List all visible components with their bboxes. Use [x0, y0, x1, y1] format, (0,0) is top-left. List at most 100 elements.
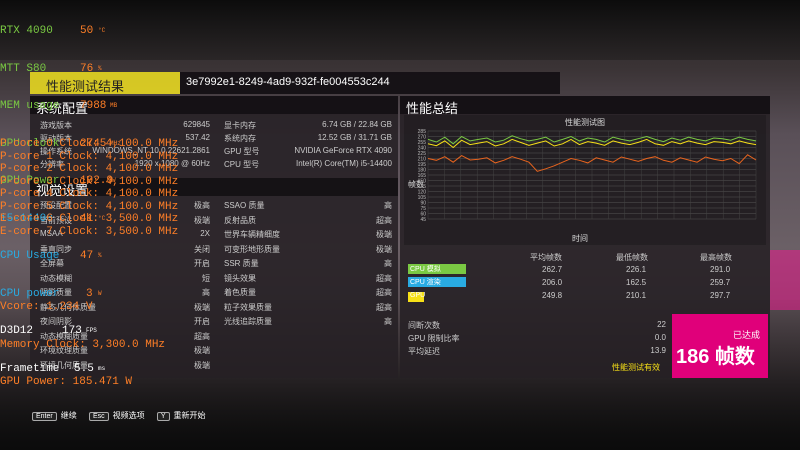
stat-row-value: 13.9 [650, 346, 666, 355]
chart-y-tick: 225 [418, 151, 427, 157]
osd-core-clock: P-core 0 Clock: 4,100.0 MHz [0, 138, 179, 150]
chart-y-tick: 105 [418, 195, 427, 201]
osd-core-clock: P-core 4 Clock: 4,100.0 MHz [0, 188, 179, 200]
osd-cpu-temp-unit: °C [98, 214, 106, 222]
system-row-left-label: 驱动版本 [40, 134, 72, 143]
osd-cpu-usage-label: CPU Usage [0, 250, 60, 262]
series-legend-2: GPU [408, 290, 425, 302]
visual-row-left-value: 2X [200, 229, 210, 238]
osd-mtt-unit: % [98, 64, 102, 72]
visual-row-left: 预设配置 极高 [40, 200, 210, 211]
enter-key-icon: Enter [32, 412, 57, 421]
chart-y-tick: 135 [418, 184, 427, 190]
achieved-fps: 186 帧数 [676, 346, 755, 368]
osd-core-clock: P-core 5 Clock: 4,100.0 MHz [0, 200, 179, 213]
series-min-value: 226.1 [626, 265, 647, 274]
osd-cpu-usage-unit: % [98, 252, 102, 259]
system-row-left-label: 操作系统 [40, 147, 72, 156]
visual-row-right: 镜头效果 超高 [224, 273, 392, 284]
osd-mtt-val: 76 [80, 62, 94, 75]
osd-mtt-name: MTT S80 [0, 62, 47, 75]
chart-series-line-0 [427, 135, 757, 145]
osd-mem-unit: MB [110, 102, 118, 109]
system-row-right: CPU 型号 Intel(R) Core(TM) i5-14400 [224, 159, 392, 170]
visual-row-left-value: 短 [202, 273, 210, 283]
stat-row-value: 0.0 [654, 333, 666, 342]
system-row-left-value: 1920 x 1080 @ 60Hz [134, 159, 210, 168]
restart-button[interactable]: Y 重新开始 [156, 411, 206, 421]
stat-row-value: 22 [657, 320, 666, 329]
system-row-left-value: WINDOWS_NT 10.0.22621.2861 [92, 146, 210, 155]
stat-row-label: GPU 限制比率 [408, 334, 460, 343]
osd-core-clock: E-core 6 Clock: 3,500.0 MHz [0, 213, 179, 225]
visual-row-left: 当前预设 极端 [40, 215, 210, 226]
visual-row-left: 动态模糊 短 [40, 273, 210, 284]
visual-row-left-label: MSAA [40, 229, 63, 238]
osd-fps-unit: FPS [86, 327, 97, 334]
osd-ft-unit: ms [98, 364, 106, 372]
osd-vcore: Vcore: 1.234 V [0, 301, 93, 313]
osd-api-label: D3D12 [0, 325, 34, 337]
visual-row-left-value: 开启 [194, 317, 210, 326]
visual-row-left-value: 极端 [194, 346, 210, 355]
series-legend-0: CPU 模拟 [408, 264, 466, 274]
stat-row: 平均延迟 13.9 [408, 346, 666, 357]
visual-row-right: 世界车辆精细度 极端 [224, 229, 392, 240]
visual-row-right-value: 高 [384, 317, 392, 326]
visual-row-left-label: 预设配置 [40, 201, 72, 210]
visual-row-left-label: 阴影质量 [40, 288, 72, 297]
system-row-right-value: NVIDIA GeForce RTX 4090 [294, 146, 392, 155]
visual-row-right-label: 光线追踪质量 [224, 317, 272, 326]
visual-row-right-value: 高 [384, 259, 392, 268]
visual-row-right-label: SSR 质量 [224, 259, 259, 268]
osd-gclk-unit: MHz [110, 139, 121, 147]
visual-settings-panel [30, 178, 398, 378]
chart-y-tick: 90 [420, 201, 426, 207]
visual-row-left-label: 环境纹理质量 [40, 346, 88, 355]
chart-y-tick: 270 [418, 135, 427, 141]
visual-row-left-value: 高 [202, 288, 210, 297]
visual-row-right-label: SSAO 质量 [224, 201, 265, 210]
visual-row-left-value: 超高 [194, 331, 210, 341]
osd-gclk-label: GPU clock [0, 137, 60, 150]
system-row-left: 驱动版本 537.42 [40, 133, 210, 144]
osd-gpupower2: GPU Power: 185.471 W [0, 376, 133, 388]
visual-row-right-label: 世界车辆精细度 [224, 230, 280, 239]
visual-row-left: 静态几何体质量 极端 [40, 302, 210, 313]
visual-row-left-label: 动态模糊 [40, 273, 72, 283]
system-row-left: 分辨率 1920 x 1080 @ 60Hz [40, 159, 210, 170]
visual-row-right-value: 超高 [376, 302, 392, 312]
visual-row-right-label: 粒子效果质量 [224, 302, 272, 312]
series-avg-value: 249.8 [542, 291, 563, 300]
chart-y-tick: 165 [418, 173, 427, 179]
system-row-right: 显卡内存 6.74 GB / 22.84 GB [224, 120, 392, 131]
chart-title: 性能测试图 [565, 117, 605, 127]
visual-row-left: 全屏幕 开启 [40, 258, 210, 269]
visual-row-left: 夜间阴影 开启 [40, 316, 210, 327]
video-options-button[interactable]: Esc 视频选项 [88, 411, 145, 421]
stat-row-label: 平均延迟 [408, 347, 440, 356]
visual-row-right: SSR 质量 高 [224, 258, 392, 269]
system-row-right-value: 12.52 GB / 31.71 GB [317, 133, 392, 142]
valid-text: 性能测试有效 [612, 363, 660, 372]
system-row-right: GPU 型号 NVIDIA GeForce RTX 4090 [224, 146, 392, 157]
chart-y-tick: 255 [418, 140, 427, 146]
visual-row-right: 光线追踪质量 高 [224, 316, 392, 327]
series-max-value: 291.0 [710, 265, 731, 274]
visual-row-left: 环境几何质量 极端 [40, 360, 210, 371]
osd-ft-val: 5.5 [74, 362, 94, 375]
series-max-value: 297.7 [710, 291, 731, 300]
osd-ft-label: Frametime [0, 362, 60, 375]
visual-row-left-label: 动态模糊质量 [40, 331, 88, 341]
continue-label: 继续 [60, 411, 77, 420]
continue-button[interactable]: Enter 继续 [32, 411, 77, 421]
title-accent-bar [30, 72, 180, 94]
system-row-right: 系统内存 12.52 GB / 31.71 GB [224, 133, 392, 144]
performance-summary-title: 性能总结 [400, 96, 770, 116]
col-max-header: 最高帧数 [700, 253, 732, 262]
chart-y-tick: 180 [418, 168, 427, 174]
visual-row-right-label: 可变形地形质量 [224, 244, 280, 254]
osd-extra: Vcore: 1.234 V Memory Clock: 3,300.0 MHz… [0, 276, 165, 401]
visual-row-right-label: 反射品质 [224, 215, 256, 225]
osd-gclk-val: 2745 [80, 137, 107, 150]
